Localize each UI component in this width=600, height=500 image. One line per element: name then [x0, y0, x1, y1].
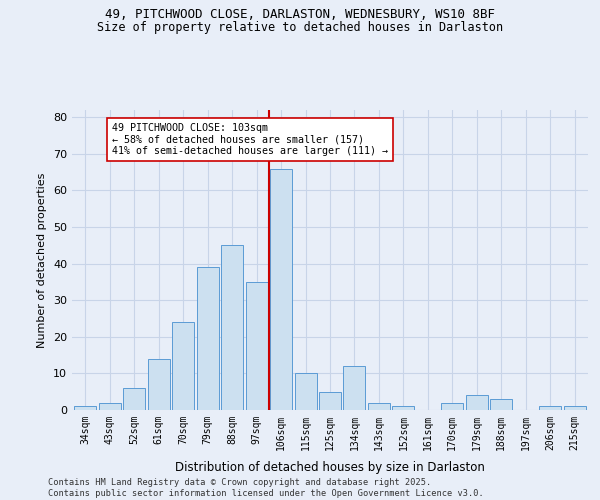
Bar — [490, 399, 512, 410]
Bar — [124, 388, 145, 410]
Bar — [245, 282, 268, 410]
Bar — [563, 406, 586, 410]
Bar — [221, 246, 243, 410]
Bar — [172, 322, 194, 410]
Bar — [197, 268, 219, 410]
Y-axis label: Number of detached properties: Number of detached properties — [37, 172, 47, 348]
Text: 49, PITCHWOOD CLOSE, DARLASTON, WEDNESBURY, WS10 8BF: 49, PITCHWOOD CLOSE, DARLASTON, WEDNESBU… — [105, 8, 495, 20]
Bar — [466, 396, 488, 410]
Bar — [74, 406, 97, 410]
Bar — [99, 402, 121, 410]
Bar — [392, 406, 415, 410]
Bar — [295, 374, 317, 410]
Text: 49 PITCHWOOD CLOSE: 103sqm
← 58% of detached houses are smaller (157)
41% of sem: 49 PITCHWOOD CLOSE: 103sqm ← 58% of deta… — [112, 123, 388, 156]
Bar — [539, 406, 561, 410]
Bar — [270, 168, 292, 410]
Bar — [148, 359, 170, 410]
Bar — [343, 366, 365, 410]
Bar — [441, 402, 463, 410]
Text: Size of property relative to detached houses in Darlaston: Size of property relative to detached ho… — [97, 21, 503, 34]
X-axis label: Distribution of detached houses by size in Darlaston: Distribution of detached houses by size … — [175, 461, 485, 474]
Bar — [319, 392, 341, 410]
Text: Contains HM Land Registry data © Crown copyright and database right 2025.
Contai: Contains HM Land Registry data © Crown c… — [48, 478, 484, 498]
Bar — [368, 402, 390, 410]
